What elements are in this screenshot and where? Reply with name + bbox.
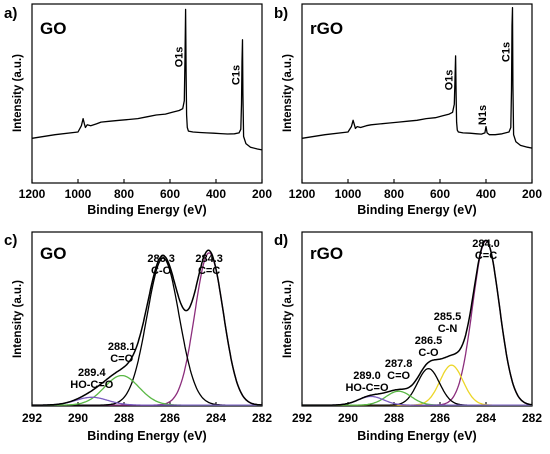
x-tick-label: 600 — [160, 187, 180, 201]
peak-assignment-label: C=O — [387, 370, 410, 382]
envelope-line — [32, 249, 263, 406]
x-axis-label: Binding Energy (eV) — [357, 429, 476, 443]
peak-assignment-label: HO-C=O — [70, 379, 114, 391]
x-tick-label: 1000 — [335, 187, 362, 201]
peak-position-label: 289.0 — [353, 370, 381, 382]
peak-position-label: 285.5 — [434, 311, 462, 323]
x-axis-label: Binding Energy (eV) — [87, 203, 206, 217]
peak-position-label: 284.3 — [195, 253, 223, 265]
panel-title: GO — [40, 244, 66, 263]
peak-position-label: 286.3 — [147, 253, 175, 265]
x-tick-label: 1200 — [289, 187, 316, 201]
x-tick-label: 800 — [114, 187, 134, 201]
x-tick-label: 288 — [114, 411, 134, 425]
panel-title: GO — [40, 19, 66, 38]
peak-label: O1s — [174, 47, 186, 68]
peak-assignment-label: C-N — [438, 323, 458, 335]
panel-letter: c) — [4, 232, 17, 249]
peak-position-label: 284.0 — [472, 238, 500, 250]
y-axis-label: Intensity (a.u.) — [12, 280, 24, 358]
x-tick-label: 1000 — [65, 187, 92, 201]
fit-component — [32, 396, 262, 406]
peak-label: C1s — [231, 65, 243, 85]
peak-position-label: 289.4 — [78, 367, 106, 379]
x-tick-label: 284 — [206, 411, 226, 425]
x-tick-label: 200 — [252, 187, 272, 201]
x-tick-label: 400 — [206, 187, 226, 201]
fit-component — [32, 257, 262, 406]
y-axis-label: Intensity (a.u.) — [282, 280, 294, 358]
plot-frame — [301, 3, 533, 184]
spectrum-line — [301, 6, 533, 149]
x-tick-label: 400 — [476, 187, 496, 201]
x-tick-label: 290 — [68, 411, 88, 425]
x-tick-label: 292 — [22, 411, 42, 425]
x-tick-label: 286 — [160, 411, 180, 425]
x-axis-label: Binding Energy (eV) — [357, 203, 476, 217]
panel-title: rGO — [310, 244, 343, 263]
y-axis-label: Intensity (a.u.) — [282, 54, 294, 132]
x-tick-label: 282 — [252, 411, 272, 425]
fit-component — [302, 239, 533, 406]
fit-component — [32, 374, 262, 406]
plot-frame — [31, 231, 263, 407]
panel-letter: b) — [274, 5, 288, 22]
peak-assignment-label: C=C — [198, 265, 220, 277]
x-tick-label: 200 — [522, 187, 542, 201]
plot-frame — [301, 231, 533, 407]
peak-position-label: 288.1 — [108, 341, 136, 353]
x-tick-label: 284 — [476, 411, 496, 425]
x-tick-label: 800 — [384, 187, 404, 201]
x-tick-label: 600 — [430, 187, 450, 201]
peak-label: N1s — [477, 105, 489, 125]
panel-letter: d) — [274, 232, 288, 249]
peak-position-label: 286.5 — [415, 335, 443, 347]
x-tick-label: 1200 — [19, 187, 46, 201]
peak-label: O1s — [444, 70, 456, 91]
panel-d: d) rGO Intensity (a.u.) Binding Energy (… — [274, 231, 542, 443]
panel-title: rGO — [310, 19, 343, 38]
x-tick-label: 282 — [522, 411, 542, 425]
plot-frame — [31, 3, 263, 184]
x-tick-label: 286 — [430, 411, 450, 425]
peak-label: C1s — [501, 42, 513, 62]
fit-component — [302, 390, 532, 406]
panel-a: a) GO Intensity (a.u.) Binding Energy (e… — [4, 3, 272, 217]
panel-b: b) rGO Intensity (a.u.) Binding Energy (… — [274, 3, 542, 217]
envelope-line — [302, 239, 533, 406]
fit-component — [32, 252, 263, 406]
panel-letter: a) — [4, 5, 17, 22]
x-tick-label: 290 — [338, 411, 358, 425]
x-axis-label: Binding Energy (eV) — [87, 429, 206, 443]
peak-assignment-label: HO-C=O — [345, 382, 389, 394]
x-tick-label: 292 — [292, 411, 312, 425]
peak-assignment-label: C=O — [110, 353, 133, 365]
panel-c: c) GO Intensity (a.u.) Binding Energy (e… — [4, 231, 272, 443]
peak-position-label: 287.8 — [385, 358, 413, 370]
x-tick-label: 288 — [384, 411, 404, 425]
peak-assignment-label: C-O — [151, 265, 172, 277]
spectrum-line — [31, 8, 263, 151]
y-axis-label: Intensity (a.u.) — [12, 54, 24, 132]
peak-assignment-label: C=C — [475, 250, 497, 262]
peak-assignment-label: C-O — [418, 347, 439, 359]
